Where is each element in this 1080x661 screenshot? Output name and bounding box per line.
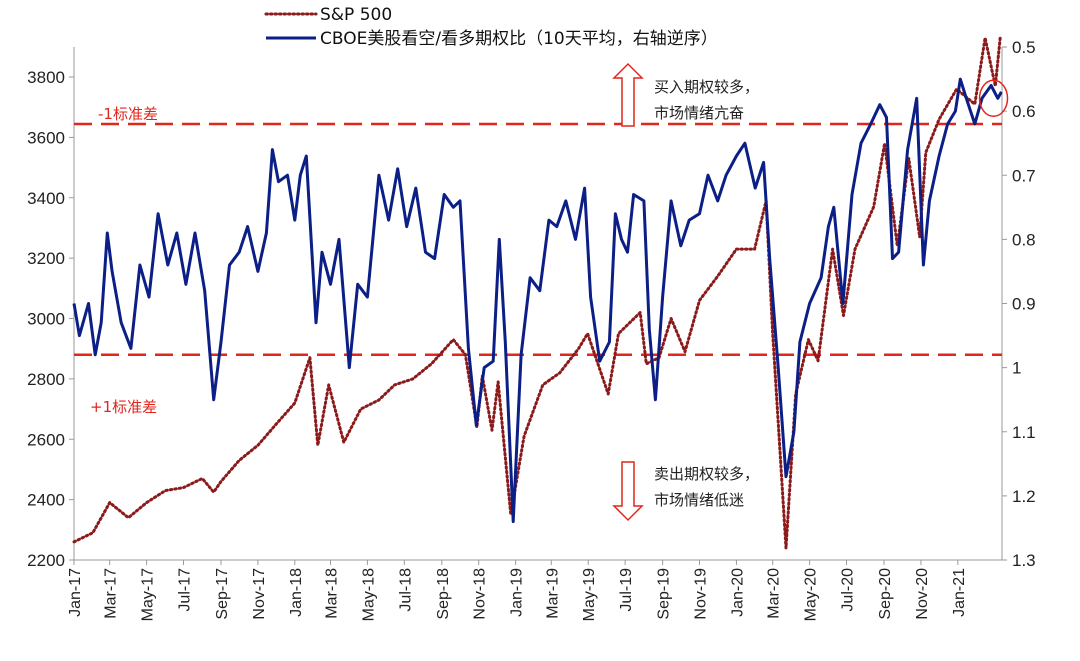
- down-arrow-icon: [612, 461, 644, 522]
- highlight-circle: [978, 79, 1009, 118]
- y-right-tick-label: 1: [1012, 359, 1021, 378]
- series-line-ratio: [72, 77, 1003, 523]
- reference-line-label: -1标准差: [98, 105, 158, 123]
- axes: 2200 2400 2600 2800 3000 3200 3400 3600 3800 0.5 0…: [27, 38, 1035, 621]
- y-right-tick-label: 1.1: [1012, 423, 1036, 442]
- y-left-tick-label: 3600: [27, 128, 65, 147]
- x-tick-label: Mar-18: [324, 568, 341, 619]
- x-tick-label: Sep-19: [656, 568, 673, 620]
- y-right-tick-label: 0.7: [1012, 166, 1036, 185]
- y-left-tick-label: 2800: [27, 370, 65, 389]
- x-tick-label: Jan-18: [288, 568, 305, 617]
- y-right-tick-label: 0.8: [1012, 230, 1036, 249]
- x-tick-label: Jul-18: [397, 568, 414, 612]
- legend-label-sp500: S&P 500: [320, 5, 392, 25]
- y-right-tick-label: 0.9: [1012, 295, 1036, 314]
- y-right-tick-label: 0.5: [1012, 38, 1036, 57]
- series-layer: [72, 36, 1009, 550]
- x-tick-label: Nov-20: [914, 568, 931, 620]
- x-tick-label: May-17: [140, 568, 157, 621]
- x-tick-label: Nov-18: [472, 568, 489, 620]
- up-arrow-icon: [612, 62, 644, 127]
- x-tick-label: Mar-20: [766, 568, 783, 619]
- x-tick-label: May-20: [803, 568, 820, 621]
- x-tick-label: Nov-17: [251, 568, 268, 620]
- y-right-tick-label: 1.3: [1012, 551, 1036, 570]
- y-left-tick-label: 3200: [27, 249, 65, 268]
- annotation-bottom-line: 卖出期权较多，: [654, 465, 759, 483]
- x-tick-label: Jul-17: [176, 568, 193, 612]
- annotation-bottom-line: 市场情绪低迷: [654, 491, 744, 509]
- y-right-tick-label: 1.2: [1012, 487, 1036, 506]
- x-tick-label: Jan-21: [951, 568, 968, 617]
- legend-label-ratio: CBOE美股看空/看多期权比（10天平均，右轴逆序）: [320, 29, 718, 49]
- y-left-tick-label: 3000: [27, 310, 65, 329]
- reference-lines: -1标准差 +1标准差: [74, 105, 1002, 416]
- x-tick-label: Sep-20: [877, 568, 894, 620]
- x-tick-label: Mar-19: [544, 568, 561, 619]
- y-left-tick-label: 2600: [27, 430, 65, 449]
- x-tick-label: Jul-19: [618, 568, 635, 612]
- series-line-sp500: [72, 36, 1002, 550]
- annotation-top-line: 买入期权较多，: [654, 78, 759, 96]
- x-tick-label: Sep-17: [214, 568, 231, 620]
- y-left-tick-label: 2200: [27, 551, 65, 570]
- legend: S&P 500 CBOE美股看空/看多期权比（10天平均，右轴逆序）: [264, 5, 718, 49]
- y-right-tick-label: 0.6: [1012, 102, 1036, 121]
- x-tick-label: Mar-17: [103, 568, 120, 619]
- y-left-tick-label: 3800: [27, 68, 65, 87]
- y-left-tick-label: 2400: [27, 491, 65, 510]
- x-tick-label: Nov-19: [693, 568, 710, 620]
- annotation-top-line: 市场情绪亢奋: [654, 104, 744, 122]
- x-tick-label: Jan-20: [729, 568, 746, 617]
- x-tick-label: May-18: [360, 568, 377, 621]
- reference-line-label: +1标准差: [90, 398, 157, 416]
- x-tick-label: May-19: [581, 568, 598, 621]
- y-left-tick-label: 3400: [27, 189, 65, 208]
- x-tick-label: Jan-17: [67, 568, 84, 617]
- x-tick-label: Jul-20: [840, 568, 857, 612]
- x-tick-label: Jan-19: [509, 568, 526, 617]
- x-tick-label: Sep-18: [435, 568, 452, 620]
